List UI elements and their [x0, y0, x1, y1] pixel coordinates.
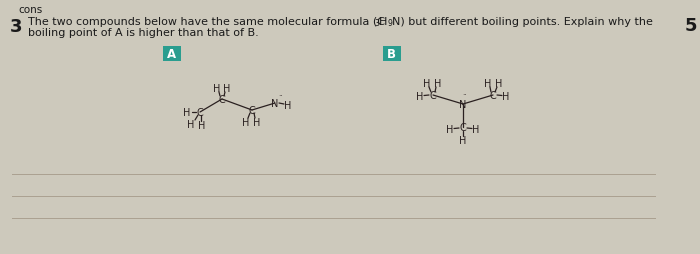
Text: B: B: [387, 47, 396, 60]
Text: A: A: [167, 47, 176, 60]
Text: C: C: [197, 108, 204, 118]
FancyBboxPatch shape: [162, 46, 181, 61]
Text: H: H: [459, 135, 467, 146]
Text: N: N: [272, 99, 279, 108]
Text: H: H: [484, 79, 491, 89]
Text: H: H: [253, 118, 260, 128]
Text: H: H: [379, 17, 387, 27]
Text: C: C: [489, 91, 496, 101]
Text: H: H: [198, 121, 206, 131]
Text: H: H: [284, 101, 292, 110]
Text: 9: 9: [387, 19, 392, 28]
Text: H: H: [496, 79, 503, 89]
Text: H: H: [424, 79, 430, 89]
Text: 5: 5: [685, 17, 697, 35]
Text: C: C: [248, 106, 256, 116]
Text: N: N: [459, 100, 467, 109]
Text: The two compounds below have the same molecular formula (C: The two compounds below have the same mo…: [28, 17, 385, 27]
FancyBboxPatch shape: [382, 46, 400, 61]
Text: 3: 3: [374, 19, 379, 28]
Text: N) but different boiling points. Explain why the: N) but different boiling points. Explain…: [392, 17, 653, 27]
Text: H: H: [503, 92, 510, 102]
Text: H: H: [242, 118, 250, 128]
Text: C: C: [460, 122, 466, 133]
Text: H: H: [447, 124, 454, 134]
Text: cons: cons: [18, 5, 42, 15]
Text: H: H: [473, 124, 480, 134]
Text: H: H: [214, 84, 220, 94]
Text: ¨: ¨: [278, 95, 282, 104]
Text: C: C: [430, 91, 436, 101]
Text: ¨: ¨: [462, 94, 466, 103]
Text: C: C: [218, 95, 225, 105]
Text: 3: 3: [10, 18, 22, 36]
Text: H: H: [223, 84, 231, 94]
Text: H: H: [416, 92, 424, 102]
Text: H: H: [188, 120, 195, 130]
Text: H: H: [183, 108, 190, 118]
Text: boiling point of A is higher than that of B.: boiling point of A is higher than that o…: [28, 28, 259, 38]
Text: H: H: [434, 79, 442, 89]
